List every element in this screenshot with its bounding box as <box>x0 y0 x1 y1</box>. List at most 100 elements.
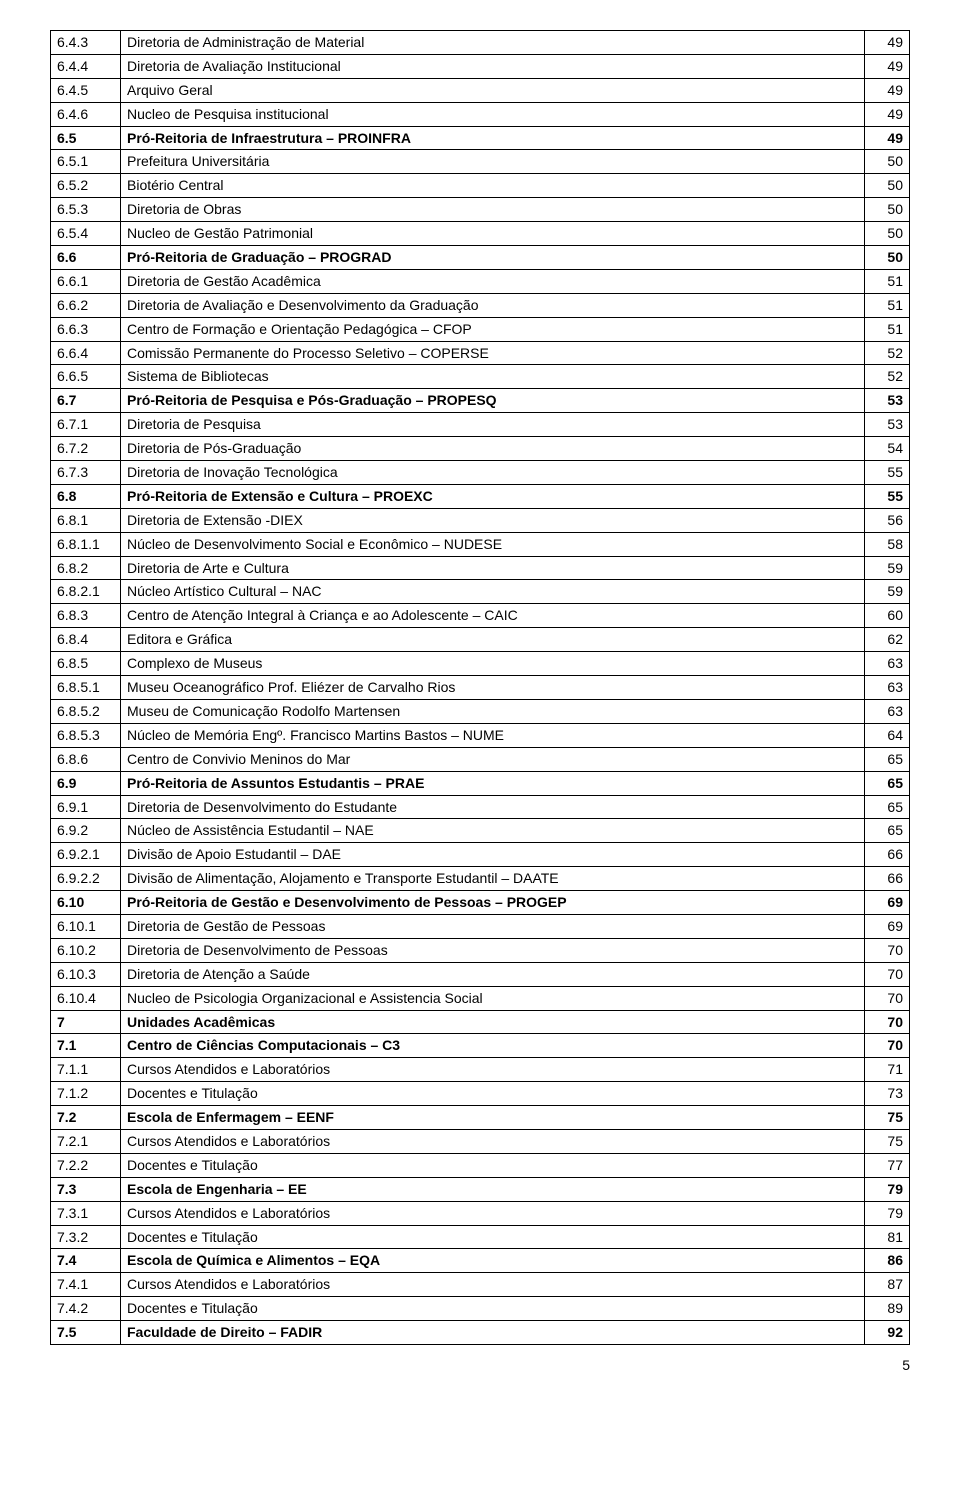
table-row: 6.10Pró-Reitoria de Gestão e Desenvolvim… <box>51 891 910 915</box>
toc-page: 65 <box>865 771 910 795</box>
toc-number: 6.7.2 <box>51 437 121 461</box>
toc-title: Diretoria de Desenvolvimento do Estudant… <box>121 795 865 819</box>
table-row: 6.5Pró-Reitoria de Infraestrutura – PROI… <box>51 126 910 150</box>
toc-page: 55 <box>865 484 910 508</box>
toc-number: 7.2 <box>51 1106 121 1130</box>
table-row: 6.10.4Nucleo de Psicologia Organizaciona… <box>51 986 910 1010</box>
toc-page: 49 <box>865 78 910 102</box>
toc-title: Diretoria de Gestão Acadêmica <box>121 269 865 293</box>
toc-page: 51 <box>865 317 910 341</box>
toc-title: Centro de Convivio Meninos do Mar <box>121 747 865 771</box>
table-row: 6.6Pró-Reitoria de Graduação – PROGRAD50 <box>51 246 910 270</box>
toc-number: 6.10.1 <box>51 914 121 938</box>
table-row: 6.5.4Nucleo de Gestão Patrimonial50 <box>51 222 910 246</box>
toc-page: 70 <box>865 1010 910 1034</box>
toc-page: 87 <box>865 1273 910 1297</box>
toc-number: 6.8.5.1 <box>51 676 121 700</box>
toc-page: 50 <box>865 222 910 246</box>
toc-title: Cursos Atendidos e Laboratórios <box>121 1058 865 1082</box>
toc-number: 6.4.5 <box>51 78 121 102</box>
toc-page: 54 <box>865 437 910 461</box>
toc-title: Núcleo de Memória Engº. Francisco Martin… <box>121 723 865 747</box>
table-row: 6.4.5Arquivo Geral49 <box>51 78 910 102</box>
toc-title: Sistema de Bibliotecas <box>121 365 865 389</box>
table-row: 6.10.1Diretoria de Gestão de Pessoas69 <box>51 914 910 938</box>
table-row: 6.4.6Nucleo de Pesquisa institucional49 <box>51 102 910 126</box>
table-row: 6.8.2.1Núcleo Artístico Cultural – NAC59 <box>51 580 910 604</box>
toc-number: 7.1.1 <box>51 1058 121 1082</box>
table-row: 6.8.1Diretoria de Extensão -DIEX56 <box>51 508 910 532</box>
toc-page: 53 <box>865 389 910 413</box>
toc-number: 6.6.4 <box>51 341 121 365</box>
toc-title: Escola de Química e Alimentos – EQA <box>121 1249 865 1273</box>
toc-title: Pró-Reitoria de Extensão e Cultura – PRO… <box>121 484 865 508</box>
toc-number: 6.4.4 <box>51 54 121 78</box>
toc-page: 49 <box>865 126 910 150</box>
table-row: 6.6.2Diretoria de Avaliação e Desenvolvi… <box>51 293 910 317</box>
toc-number: 6.8.4 <box>51 628 121 652</box>
toc-number: 7.1 <box>51 1034 121 1058</box>
table-row: 6.8Pró-Reitoria de Extensão e Cultura – … <box>51 484 910 508</box>
toc-title: Pró-Reitoria de Graduação – PROGRAD <box>121 246 865 270</box>
table-row: 7.4.1Cursos Atendidos e Laboratórios87 <box>51 1273 910 1297</box>
toc-title: Docentes e Titulação <box>121 1153 865 1177</box>
table-row: 6.10.3Diretoria de Atenção a Saúde70 <box>51 962 910 986</box>
toc-title: Núcleo de Assistência Estudantil – NAE <box>121 819 865 843</box>
toc-title: Escola de Enfermagem – EENF <box>121 1106 865 1130</box>
toc-title: Museu de Comunicação Rodolfo Martensen <box>121 699 865 723</box>
toc-title: Centro de Formação e Orientação Pedagógi… <box>121 317 865 341</box>
toc-title: Diretoria de Avaliação e Desenvolvimento… <box>121 293 865 317</box>
toc-table: 6.4.3Diretoria de Administração de Mater… <box>50 30 910 1345</box>
toc-number: 6.4.3 <box>51 31 121 55</box>
toc-number: 6.8.6 <box>51 747 121 771</box>
toc-number: 6.6.1 <box>51 269 121 293</box>
toc-page: 75 <box>865 1129 910 1153</box>
toc-page: 51 <box>865 293 910 317</box>
toc-page: 50 <box>865 246 910 270</box>
table-row: 7.1Centro de Ciências Computacionais – C… <box>51 1034 910 1058</box>
toc-page: 59 <box>865 556 910 580</box>
table-row: 6.8.5.2Museu de Comunicação Rodolfo Mart… <box>51 699 910 723</box>
toc-page: 75 <box>865 1106 910 1130</box>
toc-page: 70 <box>865 938 910 962</box>
toc-title: Diretoria de Obras <box>121 198 865 222</box>
table-row: 7.5Faculdade de Direito – FADIR92 <box>51 1321 910 1345</box>
toc-number: 6.5.1 <box>51 150 121 174</box>
toc-page: 69 <box>865 914 910 938</box>
toc-page: 49 <box>865 31 910 55</box>
toc-number: 6.8.5 <box>51 652 121 676</box>
table-row: 6.8.6Centro de Convivio Meninos do Mar65 <box>51 747 910 771</box>
table-row: 6.5.2Biotério Central50 <box>51 174 910 198</box>
toc-title: Divisão de Alimentação, Alojamento e Tra… <box>121 867 865 891</box>
toc-title: Comissão Permanente do Processo Seletivo… <box>121 341 865 365</box>
toc-page: 66 <box>865 867 910 891</box>
toc-page: 81 <box>865 1225 910 1249</box>
toc-title: Complexo de Museus <box>121 652 865 676</box>
toc-title: Unidades Acadêmicas <box>121 1010 865 1034</box>
toc-page: 65 <box>865 819 910 843</box>
toc-number: 6.5.2 <box>51 174 121 198</box>
toc-number: 6.6.2 <box>51 293 121 317</box>
toc-number: 6.9.2.2 <box>51 867 121 891</box>
toc-number: 6.4.6 <box>51 102 121 126</box>
toc-number: 6.8.1.1 <box>51 532 121 556</box>
table-row: 6.8.1.1Núcleo de Desenvolvimento Social … <box>51 532 910 556</box>
toc-page: 65 <box>865 795 910 819</box>
toc-title: Divisão de Apoio Estudantil – DAE <box>121 843 865 867</box>
toc-title: Editora e Gráfica <box>121 628 865 652</box>
toc-title: Diretoria de Pós-Graduação <box>121 437 865 461</box>
toc-title: Docentes e Titulação <box>121 1225 865 1249</box>
toc-number: 7.1.2 <box>51 1082 121 1106</box>
table-row: 6.9.2.1Divisão de Apoio Estudantil – DAE… <box>51 843 910 867</box>
toc-page: 77 <box>865 1153 910 1177</box>
table-row: 6.9.2Núcleo de Assistência Estudantil – … <box>51 819 910 843</box>
toc-page: 86 <box>865 1249 910 1273</box>
table-row: 6.7Pró-Reitoria de Pesquisa e Pós-Gradua… <box>51 389 910 413</box>
toc-number: 7.3.2 <box>51 1225 121 1249</box>
toc-number: 6.7 <box>51 389 121 413</box>
toc-page: 64 <box>865 723 910 747</box>
page-number: 5 <box>50 1357 910 1373</box>
toc-number: 7.3 <box>51 1177 121 1201</box>
table-row: 6.8.5.3Núcleo de Memória Engº. Francisco… <box>51 723 910 747</box>
toc-number: 6.9.2.1 <box>51 843 121 867</box>
